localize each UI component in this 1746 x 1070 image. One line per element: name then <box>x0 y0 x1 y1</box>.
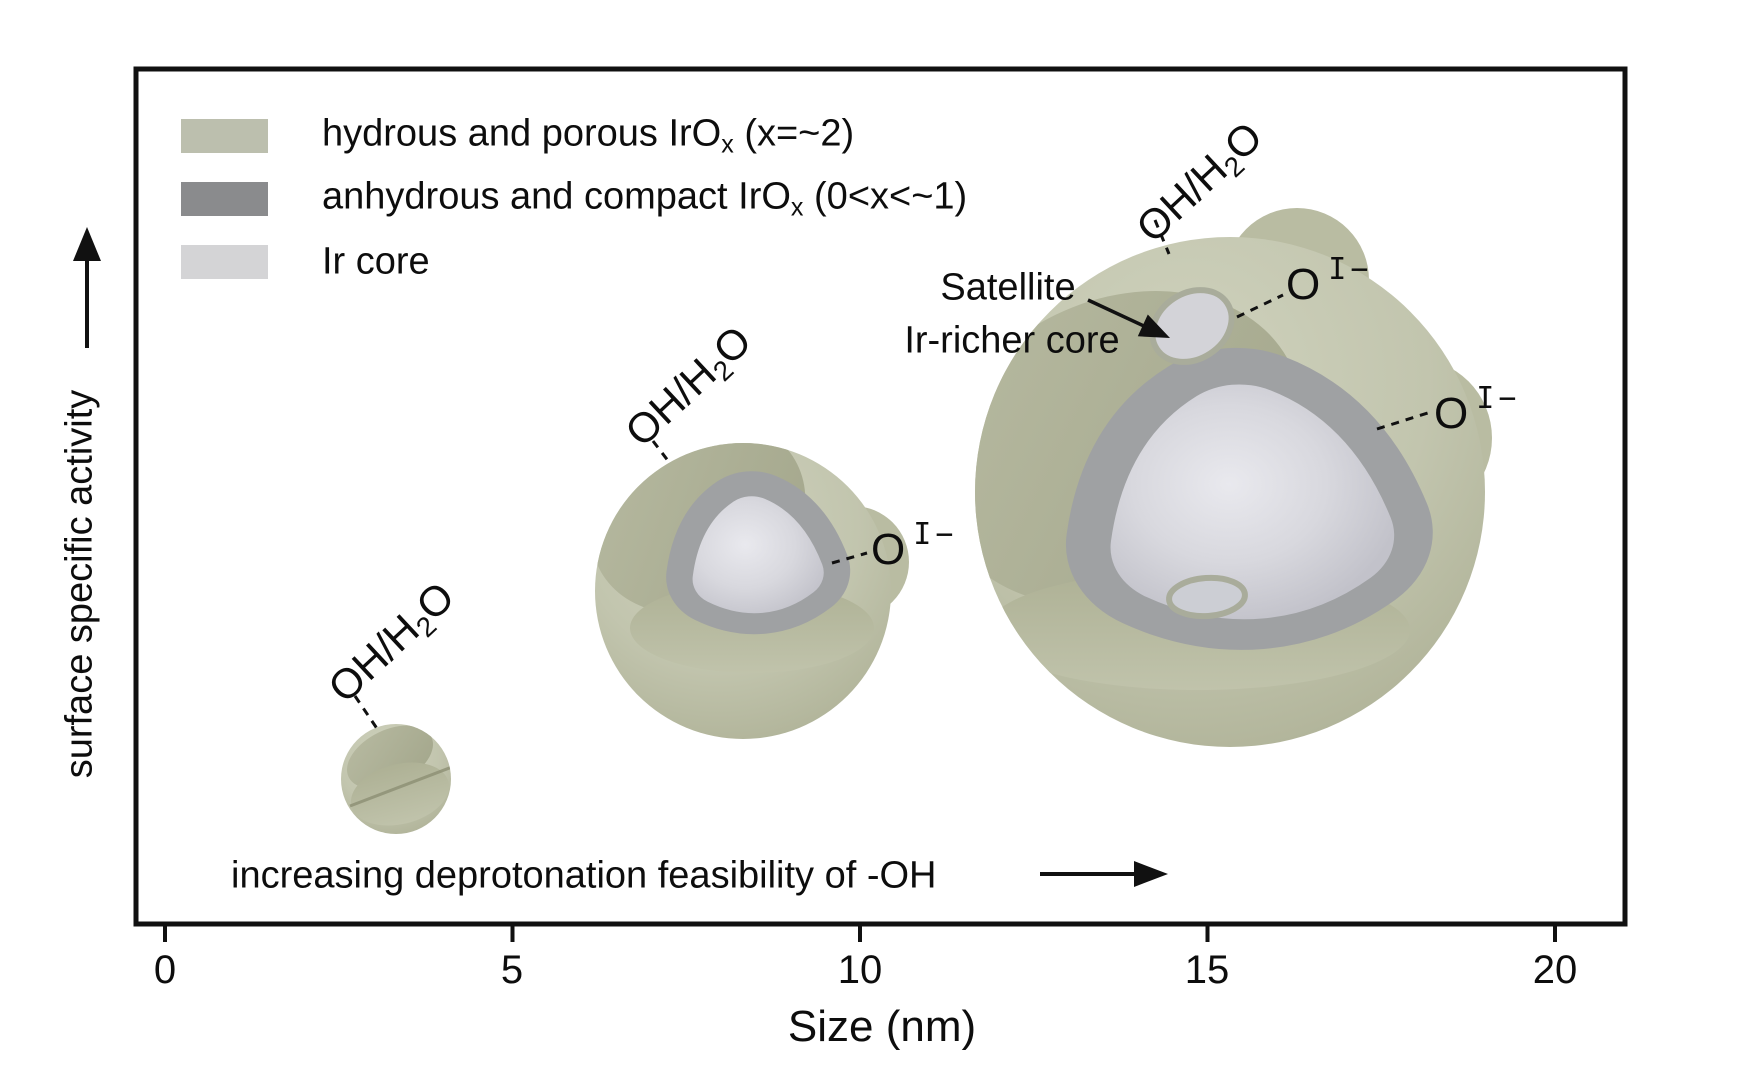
o-species-large-sup: I− <box>1476 381 1521 416</box>
leader-oh-large <box>1153 219 1171 255</box>
y-axis-label: surface specific activity <box>58 389 101 779</box>
legend-label-ir-core-text: Ir core <box>322 240 430 283</box>
leader-o-medium <box>831 551 868 565</box>
x-tick-label-0: 0 <box>153 948 177 992</box>
satellite-core-bottom <box>1166 574 1248 620</box>
legend-swatch-ir-core <box>181 245 268 279</box>
ir-core-large <box>1110 384 1395 620</box>
legend-label-anhydrous: anhydrous and compact IrOx (0<x<~1) <box>322 175 967 222</box>
y-axis-arrow <box>73 227 101 348</box>
legend-label-ir-core: Ir core <box>322 241 430 284</box>
satellite-core-top <box>1149 287 1235 365</box>
x-tick-label-15: 15 <box>1184 948 1230 992</box>
x-tick-label-5: 5 <box>500 948 524 992</box>
ir-core-medium <box>692 496 824 614</box>
particle-large <box>975 208 1492 747</box>
legend-swatch-hydrous <box>181 119 268 153</box>
legend-label-hydrous: hydrous and porous IrOx (x=~2) <box>322 112 854 159</box>
o-species-medium-sup: I− <box>913 517 958 552</box>
o-species-satellite-sup: I− <box>1328 252 1373 287</box>
o-species-large-base: O <box>1434 389 1469 438</box>
particle-medium <box>595 443 909 739</box>
x-axis-title: Size (nm) <box>787 1002 977 1051</box>
particle-small <box>341 724 451 834</box>
leader-o-large <box>1376 410 1432 431</box>
leader-oh-small <box>353 695 380 731</box>
satellite-arrow <box>1087 298 1170 338</box>
o-species-satellite-base: O <box>1286 260 1321 309</box>
leader-oh-medium <box>651 440 671 463</box>
leader-lines <box>353 219 1432 731</box>
legend-label-anhydrous-text: anhydrous and compact IrO <box>322 175 791 218</box>
legend-swatch-anhydrous <box>181 182 268 216</box>
o-species-label-large: O I− <box>1434 384 1520 438</box>
deprotonation-note: increasing deprotonation feasibility of … <box>231 854 937 897</box>
legend-label-hydrous-text: hydrous and porous IrO <box>322 112 722 155</box>
satellite-note-line2: Ir-richer core <box>904 319 1120 362</box>
legend-label-anhydrous-post: (0<x<~1) <box>803 175 968 218</box>
legend-label-hydrous-post: (x=~2) <box>733 112 855 155</box>
x-tick-label-20: 20 <box>1532 948 1578 992</box>
x-axis-ticks <box>163 925 1557 942</box>
legend-label-hydrous-sub: x <box>721 130 734 159</box>
o-species-medium-base: O <box>871 525 906 574</box>
o-species-label-satellite: O I− <box>1286 255 1372 309</box>
plot-border <box>133 66 1628 927</box>
legend-label-anhydrous-sub: x <box>790 193 804 222</box>
o-species-label-medium: O I− <box>871 520 957 574</box>
satellite-note-line1: Satellite <box>940 266 1076 309</box>
deprotonation-arrow <box>1040 861 1168 887</box>
x-tick-label-10: 10 <box>837 948 883 992</box>
